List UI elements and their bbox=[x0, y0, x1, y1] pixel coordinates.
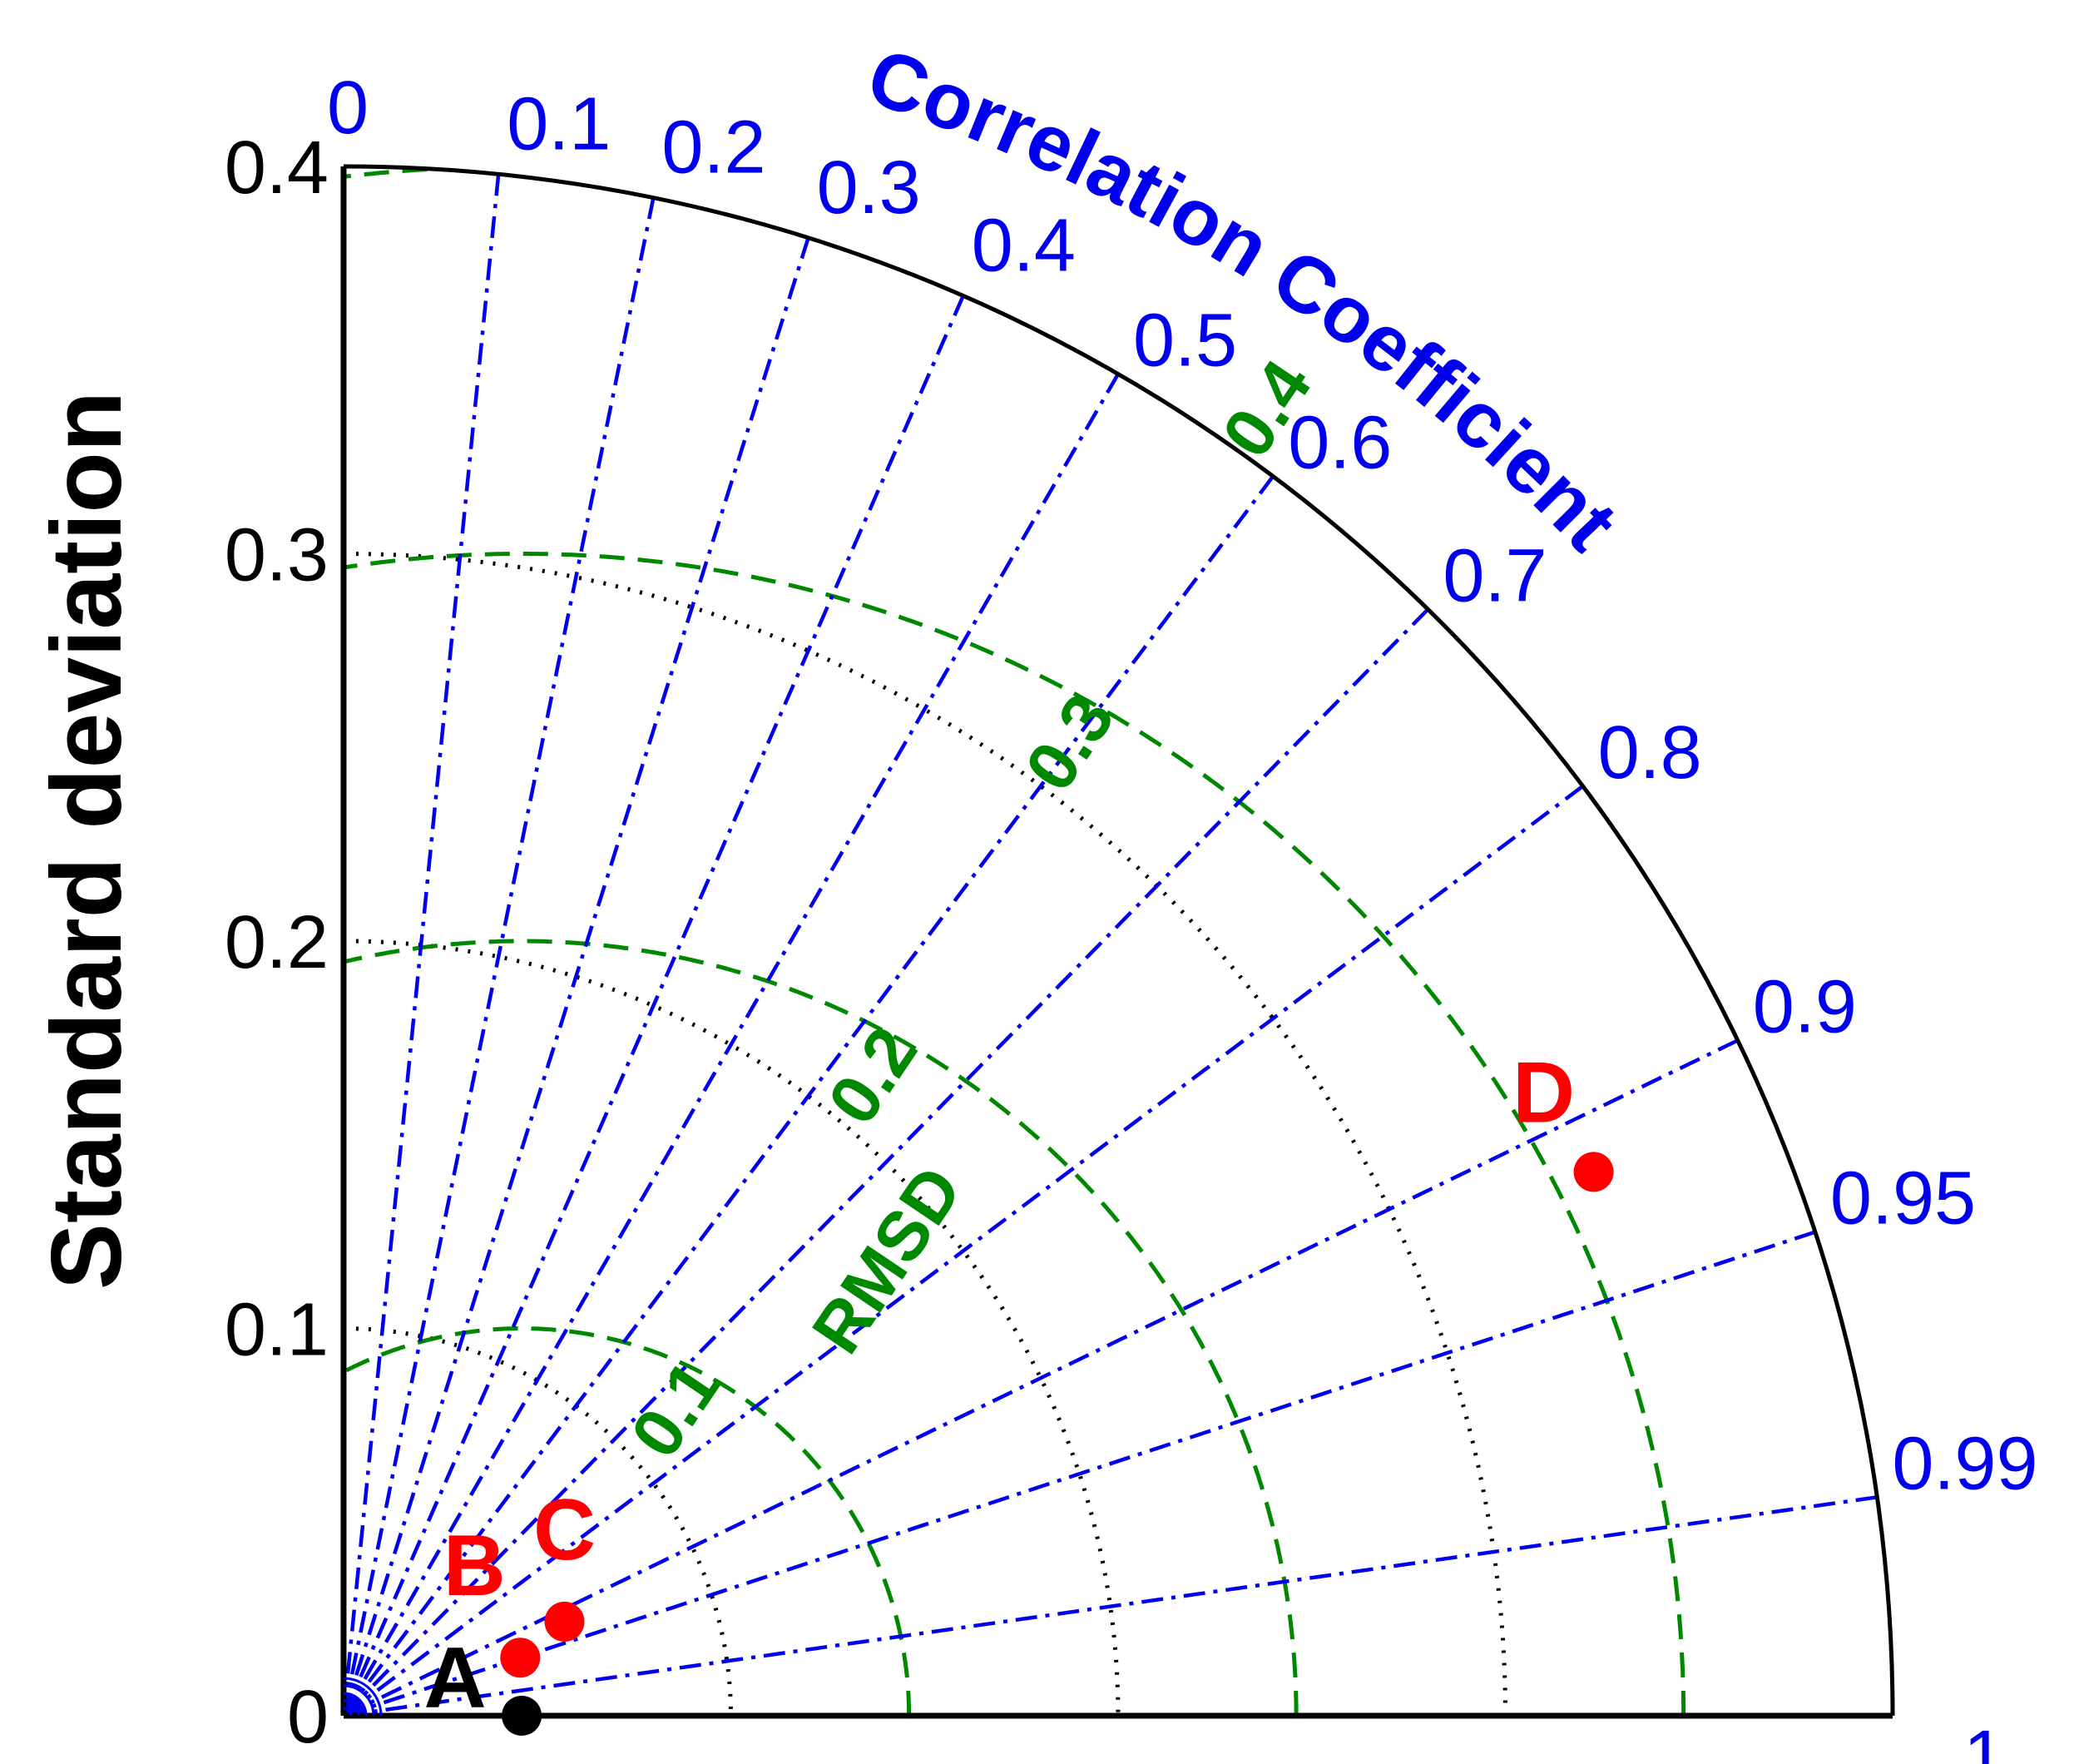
frame-layer bbox=[340, 164, 1895, 1719]
rmsd-arc-0.3 bbox=[344, 552, 1686, 1716]
correlation-tick-label: 0.7 bbox=[1443, 534, 1547, 617]
correlation-line-0.2 bbox=[341, 197, 656, 1717]
correlation-tick-label: 0.95 bbox=[1830, 1157, 1976, 1241]
correlation-line-0.3 bbox=[341, 237, 810, 1717]
correlation-tick-label: 1 bbox=[1963, 1716, 2005, 1764]
outer-arc bbox=[343, 164, 1895, 1717]
origin-arc bbox=[343, 1707, 353, 1717]
std-arc-0.2 bbox=[343, 939, 1121, 1717]
rmsd-contour-label: 0.1 bbox=[616, 1346, 735, 1470]
correlation-line-0.4 bbox=[341, 295, 965, 1717]
origin-arc bbox=[343, 1692, 368, 1717]
point-label-a: A bbox=[424, 1630, 487, 1727]
point-c bbox=[544, 1601, 585, 1642]
std-tick-labels: 0 0.1 0.2 0.3 0.4 bbox=[225, 126, 329, 1759]
correlation-tick-label: 0.99 bbox=[1892, 1422, 2037, 1505]
correlation-lines-layer bbox=[341, 174, 1878, 1718]
rmsd-arcs-layer bbox=[343, 167, 1686, 1716]
rmsd-contour-label: 0.2 bbox=[813, 1013, 932, 1137]
rmsd-title: RMSD bbox=[797, 1152, 977, 1367]
correlation-line-0.6 bbox=[342, 475, 1275, 1717]
origin-arc bbox=[343, 1684, 375, 1717]
std-tick-label: 0.1 bbox=[225, 1289, 329, 1372]
std-arc-0.3 bbox=[343, 552, 1507, 1717]
std-tick-label: 0 bbox=[287, 1676, 329, 1759]
rmsd-contour-label: 0.3 bbox=[1010, 680, 1129, 804]
std-tick-label: 0.3 bbox=[225, 514, 329, 597]
correlation-line-0.1 bbox=[341, 174, 501, 1717]
point-label-c: C bbox=[533, 1482, 596, 1578]
rmsd-labels: 0.10.20.30.4 bbox=[616, 346, 1326, 1471]
origin-arc bbox=[343, 1677, 383, 1717]
correlation-tick-label: 0.8 bbox=[1598, 711, 1702, 795]
correlation-tick-label: 0 bbox=[327, 67, 369, 150]
correlation-line-0.9 bbox=[343, 1038, 1739, 1718]
correlation-tick-label: 0.6 bbox=[1288, 401, 1392, 484]
std-arcs-layer bbox=[343, 552, 1507, 1717]
points-layer: AB C D bbox=[424, 1044, 1614, 1736]
rmsd-arc-0.1 bbox=[343, 1326, 912, 1716]
std-tick-label: 0.2 bbox=[225, 901, 329, 984]
origin-arc bbox=[343, 1699, 360, 1717]
correlation-tick-labels: 0 0.1 0.2 0.3 0.4 0.5 0.6 0.7 0.8 0.9 0.95 0.99 1 bbox=[327, 67, 2038, 1764]
point-d bbox=[1573, 1152, 1614, 1192]
rmsd-arc-0.2 bbox=[344, 939, 1299, 1716]
correlation-tick-label: 0.3 bbox=[817, 146, 921, 230]
std-tick-label: 0.4 bbox=[225, 126, 329, 210]
correlation-tick-label: 0.9 bbox=[1753, 965, 1857, 1048]
correlation-tick-label: 0.2 bbox=[661, 107, 765, 190]
rmsd-arc-0.4 bbox=[346, 167, 428, 179]
correlation-line-0.99 bbox=[343, 1495, 1878, 1718]
correlation-tick-label: 0.4 bbox=[972, 204, 1076, 287]
point-label-b: B bbox=[443, 1518, 506, 1614]
point-b bbox=[500, 1638, 541, 1678]
correlation-line-0.95 bbox=[343, 1230, 1816, 1718]
y-axis-label: Standard deviation bbox=[31, 391, 142, 1290]
correlation-tick-label: 0.1 bbox=[507, 82, 611, 166]
point-a bbox=[502, 1696, 542, 1736]
correlation-line-0.8 bbox=[342, 784, 1584, 1717]
point-label-d: D bbox=[1512, 1044, 1575, 1141]
correlation-line-0.7 bbox=[342, 607, 1430, 1717]
correlation-line-0.5 bbox=[342, 373, 1120, 1717]
correlation-tick-label: 0.5 bbox=[1133, 299, 1237, 382]
